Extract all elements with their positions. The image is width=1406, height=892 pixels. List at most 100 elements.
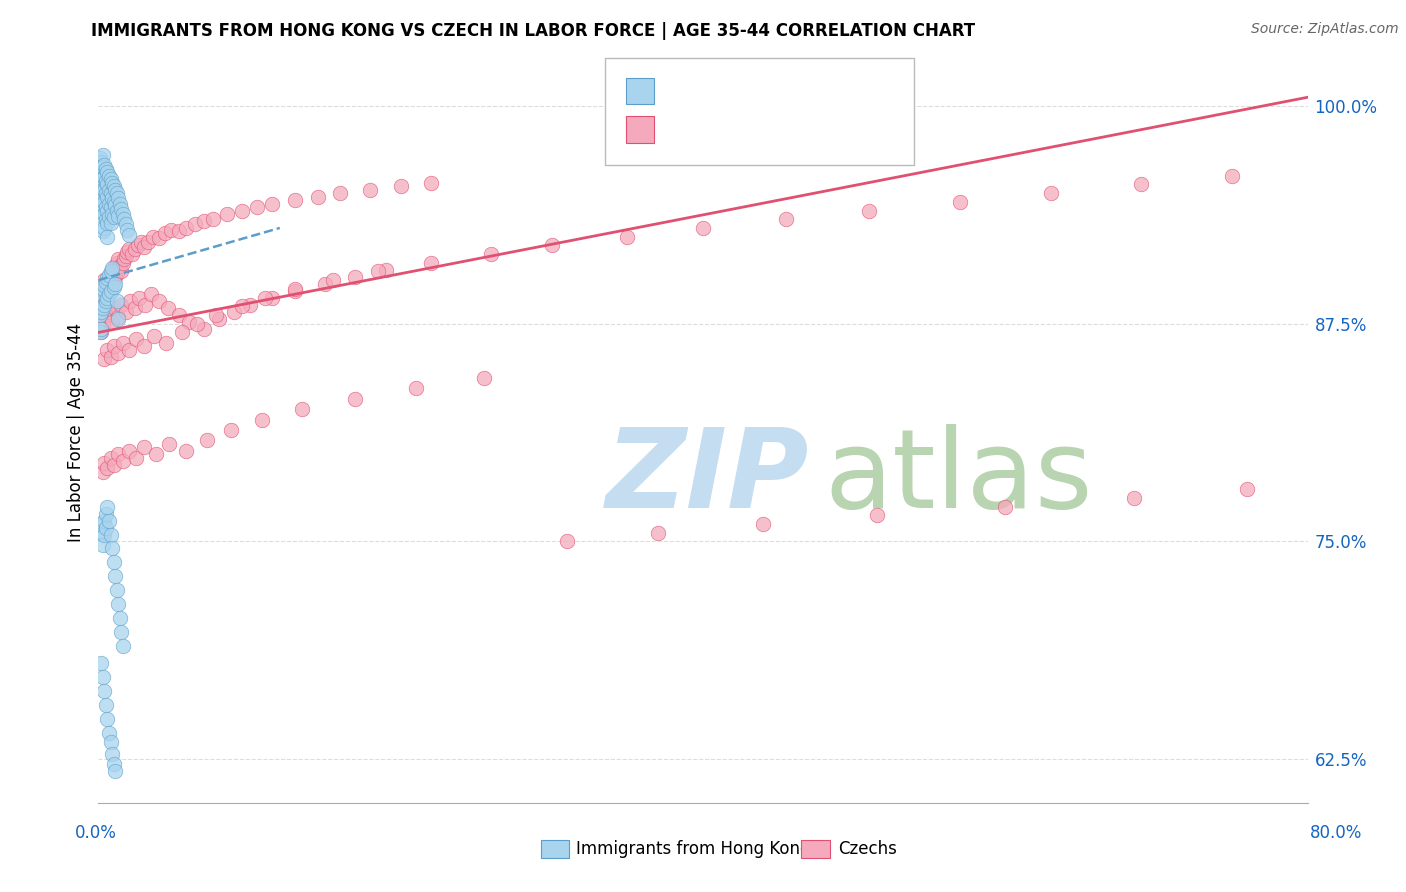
Point — [101, 176, 124, 190]
Point — [291, 402, 314, 417]
Point — [101, 277, 124, 291]
Point — [93, 194, 115, 209]
Point — [91, 465, 114, 479]
Point — [91, 198, 114, 212]
Point — [94, 299, 117, 313]
Point — [284, 282, 307, 296]
Point — [94, 698, 117, 713]
Point — [93, 170, 115, 185]
Point — [132, 441, 155, 455]
Point — [98, 287, 121, 301]
Point — [94, 186, 117, 200]
Point — [108, 611, 131, 625]
Point — [156, 301, 179, 315]
Point — [89, 172, 111, 186]
Point — [174, 444, 197, 458]
Point — [752, 517, 775, 532]
Point — [134, 297, 156, 311]
Point — [360, 183, 382, 197]
Point — [949, 194, 972, 209]
Point — [142, 229, 165, 244]
Point — [322, 273, 344, 287]
Point — [104, 198, 127, 212]
Point — [367, 264, 389, 278]
Point — [145, 447, 167, 461]
Point — [89, 326, 111, 340]
Point — [374, 262, 396, 277]
Point — [91, 282, 114, 296]
Point — [184, 218, 207, 232]
Point — [91, 224, 114, 238]
Point — [159, 437, 181, 451]
Point — [186, 317, 208, 331]
Point — [98, 196, 121, 211]
Point — [93, 207, 115, 221]
Point — [101, 191, 124, 205]
Point — [104, 277, 127, 291]
Point — [101, 260, 124, 275]
Point — [1039, 186, 1062, 200]
Point — [314, 277, 336, 291]
Text: 127: 127 — [794, 120, 832, 138]
Text: N =: N = — [755, 82, 794, 100]
Text: atlas: atlas — [824, 424, 1092, 531]
Point — [93, 456, 115, 470]
Point — [93, 351, 115, 366]
Point — [125, 450, 148, 465]
Point — [1236, 482, 1258, 496]
Text: 0.0%: 0.0% — [75, 824, 117, 842]
Point — [104, 764, 127, 779]
Point — [1130, 178, 1153, 192]
Point — [96, 216, 118, 230]
Point — [90, 189, 112, 203]
Point — [118, 227, 141, 242]
Point — [94, 174, 117, 188]
Point — [111, 256, 134, 270]
Point — [344, 392, 367, 406]
Point — [91, 670, 114, 684]
Point — [110, 297, 132, 311]
Point — [231, 203, 253, 218]
Point — [195, 434, 218, 448]
Point — [111, 639, 134, 653]
Point — [329, 186, 352, 200]
Point — [91, 538, 114, 552]
Point — [93, 183, 115, 197]
Point — [98, 211, 121, 225]
Point — [107, 252, 129, 267]
Point — [160, 222, 183, 236]
Point — [262, 291, 284, 305]
Point — [110, 202, 132, 216]
Point — [115, 245, 138, 260]
Point — [114, 304, 136, 318]
Point — [253, 291, 276, 305]
Point — [205, 308, 228, 322]
Point — [91, 148, 114, 162]
Point — [98, 183, 121, 197]
Point — [143, 329, 166, 343]
Point — [118, 444, 141, 458]
Point — [103, 555, 125, 569]
Point — [208, 311, 231, 326]
Text: 80.0%: 80.0% — [1309, 824, 1362, 842]
Point — [136, 235, 159, 249]
Point — [105, 266, 128, 280]
Point — [94, 161, 117, 176]
Point — [104, 269, 127, 284]
Point — [100, 186, 122, 200]
Point — [89, 160, 111, 174]
Point — [112, 212, 135, 227]
Point — [866, 508, 889, 523]
Point — [121, 247, 143, 261]
Point — [120, 294, 142, 309]
Point — [100, 527, 122, 541]
Point — [105, 583, 128, 598]
Point — [103, 211, 125, 225]
Point — [103, 179, 125, 194]
Point — [90, 657, 112, 671]
Point — [239, 297, 262, 311]
Point — [555, 534, 578, 549]
Point — [91, 301, 114, 315]
Point — [647, 525, 669, 540]
Point — [118, 242, 141, 256]
